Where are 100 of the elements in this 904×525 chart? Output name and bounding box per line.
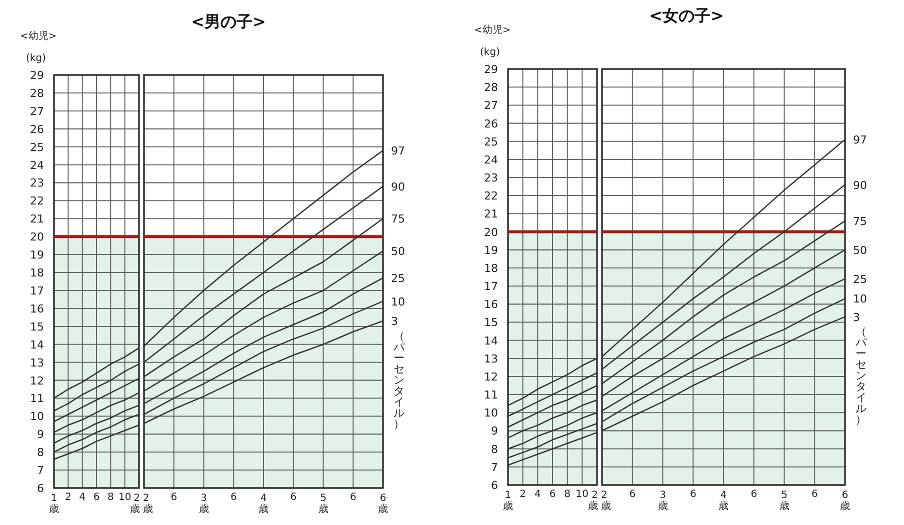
series-label: 90 — [853, 178, 867, 192]
y-tick-label: 12 — [30, 374, 44, 388]
y-tick-label: 25 — [30, 140, 44, 154]
x-tick-label: 2歳 — [601, 490, 611, 512]
series-label: 75 — [853, 214, 867, 228]
series-label: 97 — [853, 134, 867, 147]
y-tick-label: 16 — [484, 298, 498, 312]
y-tick-label: 8 — [37, 446, 44, 460]
y-tick-label: 29 — [30, 69, 44, 82]
y-tick-label: 13 — [30, 356, 44, 370]
x-tick-label: 6 — [811, 489, 818, 500]
chart-subtitle: <幼児> — [20, 30, 57, 42]
x-tick-label: 10 — [576, 489, 589, 500]
y-tick-label: 10 — [30, 410, 44, 424]
y-tick-label: 18 — [484, 262, 498, 275]
series-label: 10 — [391, 295, 405, 308]
y-tick-label: 25 — [484, 135, 498, 148]
x-tick-label: 10 — [118, 492, 132, 503]
y-tick-label: 22 — [484, 190, 498, 203]
y-tick-label: 17 — [484, 280, 498, 294]
x-tick-label: 6 — [629, 489, 636, 500]
x-tick-label: 4 — [79, 492, 86, 503]
y-tick-label: 21 — [484, 208, 498, 221]
x-tick-label: 4歳 — [718, 490, 728, 512]
chart-title: <男の子> — [191, 12, 266, 31]
chart-title: <女の子> — [649, 6, 724, 25]
y-tick-label: 28 — [484, 81, 498, 94]
series-label: 50 — [853, 244, 867, 257]
y-tick-label: 20 — [30, 230, 44, 244]
y-tick-label: 11 — [30, 392, 44, 406]
y-tick-label: 10 — [484, 406, 498, 420]
series-label: 25 — [853, 272, 867, 286]
y-tick-label: 17 — [30, 284, 44, 298]
x-tick-label: 2 — [64, 492, 72, 503]
y-tick-label: 21 — [30, 212, 44, 226]
x-tick-label: 6歳 — [378, 493, 388, 515]
y-tick-label: 16 — [30, 302, 44, 316]
y-tick-label: 23 — [484, 172, 498, 185]
y-tick-label: 7 — [37, 464, 44, 478]
series-label: 3 — [391, 315, 398, 328]
x-tick-label: 8 — [107, 492, 114, 503]
series-label: 97 — [391, 144, 405, 158]
y-tick-label: 19 — [484, 244, 498, 257]
y-tick-label: 28 — [30, 86, 44, 100]
x-tick-label: 1歳 — [503, 490, 513, 512]
y-tick-label: 8 — [491, 442, 498, 456]
y-tick-label: 22 — [30, 194, 44, 208]
x-tick-label: 5歳 — [318, 493, 328, 515]
y-tick-label: 20 — [484, 226, 498, 239]
x-tick-label: 6 — [230, 492, 237, 503]
x-tick-label: 5歳 — [779, 490, 790, 512]
y-tick-label: 12 — [484, 370, 498, 384]
series-label: 10 — [853, 292, 867, 306]
chart-subtitle: <幼児> — [474, 24, 511, 36]
y-tick-label: 15 — [30, 320, 44, 334]
y-tick-label: 26 — [484, 117, 498, 130]
x-tick-label: 2歳 — [130, 493, 140, 515]
x-tick-label: 4歳 — [258, 493, 268, 515]
x-tick-label: 3歳 — [658, 490, 668, 512]
series-label: 75 — [391, 212, 405, 226]
y-tick-label: 15 — [484, 316, 498, 330]
y-tick-label: 26 — [30, 122, 44, 136]
y-tick-label: 11 — [484, 388, 498, 402]
series-label: 50 — [391, 244, 405, 258]
text: （パーセンタイル） — [394, 329, 404, 430]
y-tick-label: 18 — [30, 266, 44, 280]
y-tick-label: 24 — [30, 158, 44, 172]
y-tick-label: 19 — [30, 248, 44, 262]
y-tick-label: 13 — [484, 352, 498, 366]
x-tick-label: 2歳 — [143, 493, 153, 515]
x-tick-label: 6 — [750, 489, 758, 500]
x-tick-label: 6 — [170, 492, 178, 503]
x-tick-label: 2 — [520, 489, 526, 500]
y-tick-label: 9 — [491, 424, 498, 438]
y-tick-label: 7 — [491, 460, 498, 474]
y-tick-label: 14 — [30, 338, 44, 352]
x-tick-label: 6 — [93, 492, 100, 503]
y-tick-label: 6 — [491, 479, 498, 492]
series-label: 25 — [391, 272, 405, 285]
x-tick-label: 6 — [290, 492, 297, 503]
series-label: 3 — [853, 310, 860, 324]
y-axis-title: (kg) — [26, 53, 46, 64]
y-tick-label: 23 — [30, 176, 44, 190]
x-tick-label: 2歳 — [588, 490, 598, 512]
y-axis-title: (kg) — [480, 47, 500, 58]
x-tick-label: 3歳 — [198, 493, 209, 515]
x-tick-label: 6歳 — [840, 490, 850, 512]
y-tick-label: 24 — [484, 153, 498, 166]
y-tick-label: 9 — [37, 428, 44, 442]
x-tick-label: 6 — [350, 492, 356, 503]
x-tick-label: 6 — [549, 489, 556, 500]
y-tick-label: 14 — [484, 334, 498, 348]
x-tick-label: 4 — [534, 489, 541, 500]
y-tick-label: 27 — [30, 104, 44, 118]
y-tick-label: 27 — [484, 99, 498, 112]
x-tick-label: 1歳 — [49, 493, 59, 515]
x-tick-label: 6 — [690, 489, 696, 500]
series-label: 90 — [391, 180, 405, 194]
text: （パーセンタイル） — [856, 325, 866, 426]
y-tick-label: 29 — [484, 63, 498, 76]
